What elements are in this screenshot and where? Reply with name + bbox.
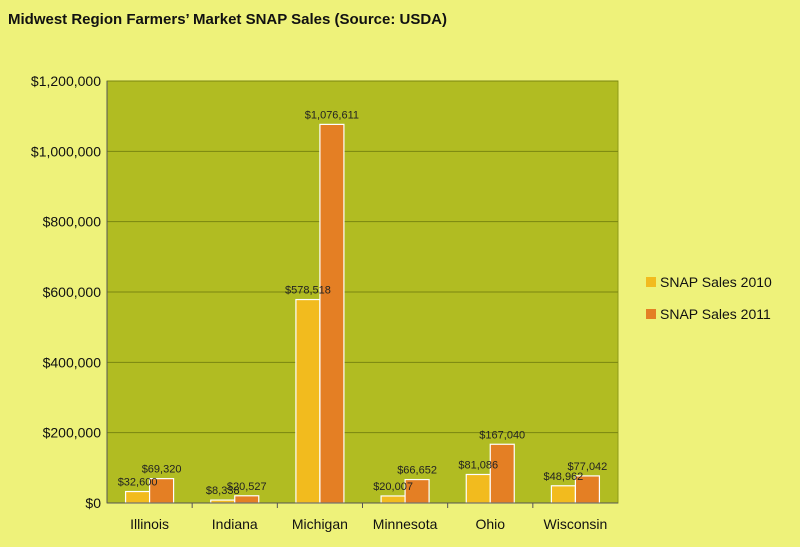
data-label: $69,320 — [142, 464, 182, 476]
y-tick-label: $1,000,000 — [31, 143, 101, 159]
y-axis: $0 $200,000 $400,000 $600,000 $800,000 $1,000… — [31, 73, 108, 511]
legend-swatch — [646, 277, 656, 287]
bar-2010 — [124, 490, 151, 504]
data-label: $1,076,611 — [305, 109, 359, 121]
data-label: $81,086 — [458, 459, 498, 471]
bar-2010 — [380, 495, 406, 504]
legend-label: SNAP Sales 2011 — [660, 306, 771, 322]
bar-2010 — [465, 473, 491, 504]
category-label: Indiana — [212, 516, 258, 532]
category-label: Illinois — [130, 516, 169, 532]
x-axis: Illinois Indiana Michigan Minnesota Ohio Wisc… — [107, 502, 618, 532]
bar-2011 — [489, 443, 515, 504]
data-label: $578,518 — [285, 285, 331, 297]
category-label: Minnesota — [373, 516, 438, 532]
y-tick-label: $600,000 — [43, 284, 102, 300]
data-label: $66,652 — [397, 465, 437, 477]
gridlines — [107, 80, 618, 434]
y-tick-label: $400,000 — [43, 354, 102, 370]
data-label: $77,042 — [568, 461, 608, 473]
category-label: Wisconsin — [544, 516, 608, 532]
legend: SNAP Sales 2010 SNAP Sales 2011 — [646, 274, 772, 322]
y-tick-label: $200,000 — [43, 425, 102, 441]
data-label: $48,962 — [544, 471, 584, 483]
bar-2011 — [319, 123, 345, 504]
bar-2010 — [295, 298, 321, 504]
data-label: $20,007 — [373, 481, 413, 493]
y-tick-label: $1,200,000 — [31, 73, 101, 89]
y-tick-label: $0 — [85, 495, 101, 511]
category-label: Michigan — [292, 516, 348, 532]
data-label: $167,040 — [479, 429, 525, 441]
data-label: $8,338 — [206, 485, 240, 497]
data-labels: $32,600$69,320 $8,338$20,527 $578,518 $1,07… — [118, 109, 608, 497]
bar-2011 — [148, 478, 175, 504]
data-label: $32,600 — [118, 477, 158, 489]
bars — [124, 123, 601, 504]
bar-2010 — [550, 485, 577, 504]
bar-2011 — [574, 475, 601, 504]
chart-title: Midwest Region Farmers’ Market SNAP Sale… — [8, 11, 447, 28]
legend-swatch — [646, 309, 656, 319]
category-label: Ohio — [475, 516, 505, 532]
data-label: $20,527 — [227, 481, 267, 493]
legend-label: SNAP Sales 2010 — [660, 274, 772, 290]
y-tick-label: $800,000 — [43, 214, 102, 230]
